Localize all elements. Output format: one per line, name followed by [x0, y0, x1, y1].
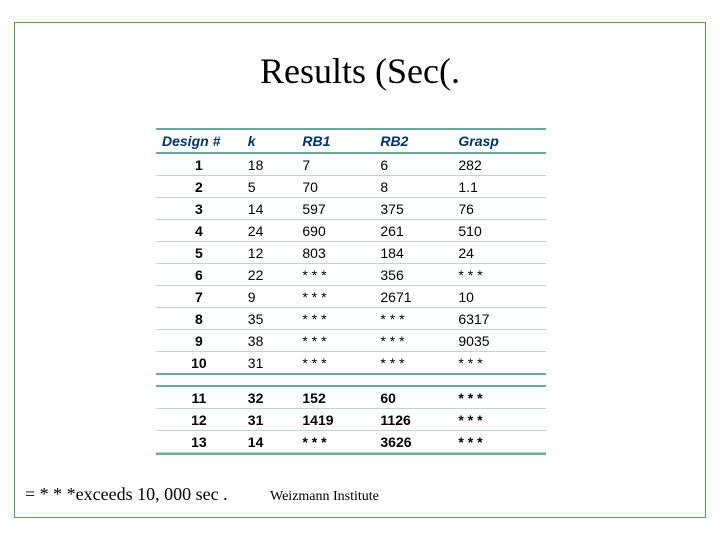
table-row: 424690261510 [156, 220, 546, 242]
table-cell: 6 [156, 264, 242, 286]
table-cell: 5 [242, 176, 297, 198]
table-cell: 60 [374, 386, 452, 409]
table-cell: 10 [452, 286, 546, 308]
table-cell: 690 [296, 220, 374, 242]
results-table-container: Design # k RB1 RB2 Grasp 11876282257081.… [156, 128, 546, 455]
table-cell: 9035 [452, 330, 546, 352]
table-cell: 5 [156, 242, 242, 264]
table-cell: * * * [374, 308, 452, 330]
table-cell: * * * [296, 264, 374, 286]
table-cell: * * * [296, 286, 374, 308]
table-cell: * * * [452, 264, 546, 286]
col-design: Design # [156, 130, 242, 153]
table-cell: 2 [156, 176, 242, 198]
col-k: k [242, 130, 297, 153]
table-cell: 31 [242, 409, 297, 431]
table-row: 11876282 [156, 153, 546, 176]
table-cell: * * * [296, 431, 374, 453]
table-cell: 70 [296, 176, 374, 198]
table-cell: 3 [156, 198, 242, 220]
table-cell: * * * [374, 352, 452, 375]
table-cell: 1.1 [452, 176, 546, 198]
table-cell: 9 [156, 330, 242, 352]
table-cell: 24 [242, 220, 297, 242]
table-cell: 261 [374, 220, 452, 242]
table-cell: 7 [156, 286, 242, 308]
table-cell: 22 [242, 264, 297, 286]
table-cell: 6317 [452, 308, 546, 330]
table-gap-row [156, 374, 546, 386]
table-row: 123114191126* * * [156, 409, 546, 431]
table-cell: 152 [296, 386, 374, 409]
table-cell: 14 [242, 431, 297, 453]
table-cell: 13 [156, 431, 242, 453]
table-cell: 6 [374, 153, 452, 176]
table-cell: 9 [242, 286, 297, 308]
slide-title: Results (Sec(. [0, 50, 720, 92]
footnote: = * * *exceeds 10, 000 sec . [25, 484, 228, 505]
table-row: 31459737576 [156, 198, 546, 220]
table-cell: 1 [156, 153, 242, 176]
table-cell: * * * [374, 330, 452, 352]
table-cell: * * * [296, 352, 374, 375]
results-table: Design # k RB1 RB2 Grasp 11876282257081.… [156, 130, 546, 453]
table-cell: 1126 [374, 409, 452, 431]
table-row: 1031* * ** * ** * * [156, 352, 546, 375]
table-cell: 24 [452, 242, 546, 264]
table-row: 51280318424 [156, 242, 546, 264]
table-cell: * * * [452, 386, 546, 409]
table-row: 835* * ** * *6317 [156, 308, 546, 330]
table-cell: 597 [296, 198, 374, 220]
table-cell: * * * [296, 330, 374, 352]
table-cell: 375 [374, 198, 452, 220]
table-cell: 38 [242, 330, 297, 352]
table-cell: 803 [296, 242, 374, 264]
table-row: 938* * ** * *9035 [156, 330, 546, 352]
table-cell: * * * [452, 409, 546, 431]
table-cell: 31 [242, 352, 297, 375]
table-cell: 10 [156, 352, 242, 375]
table-cell: 3626 [374, 431, 452, 453]
table-cell: 11 [156, 386, 242, 409]
table-cell: 1419 [296, 409, 374, 431]
table-cell: 14 [242, 198, 297, 220]
table-cell: 2671 [374, 286, 452, 308]
table-cell: 32 [242, 386, 297, 409]
affiliation: Weizmann Institute [270, 489, 379, 505]
table-cell: 282 [452, 153, 546, 176]
table-cell: 4 [156, 220, 242, 242]
table-cell: 18 [242, 153, 297, 176]
table-cell: 76 [452, 198, 546, 220]
table-row: 79* * *267110 [156, 286, 546, 308]
col-rb2: RB2 [374, 130, 452, 153]
table-cell: 12 [156, 409, 242, 431]
table-row: 257081.1 [156, 176, 546, 198]
table-cell: 35 [242, 308, 297, 330]
col-grasp: Grasp [452, 130, 546, 153]
table-row: 113215260* * * [156, 386, 546, 409]
table-cell: 7 [296, 153, 374, 176]
table-cell: * * * [296, 308, 374, 330]
table-cell: 356 [374, 264, 452, 286]
col-rb1: RB1 [296, 130, 374, 153]
table-cell: 8 [374, 176, 452, 198]
table-cell: * * * [452, 431, 546, 453]
table-cell: * * * [452, 352, 546, 375]
table-header-row: Design # k RB1 RB2 Grasp [156, 130, 546, 153]
table-row: 1314* * *3626* * * [156, 431, 546, 453]
table-cell: 184 [374, 242, 452, 264]
table-cell: 8 [156, 308, 242, 330]
table-row: 622* * *356* * * [156, 264, 546, 286]
table-cell: 12 [242, 242, 297, 264]
table-cell: 510 [452, 220, 546, 242]
